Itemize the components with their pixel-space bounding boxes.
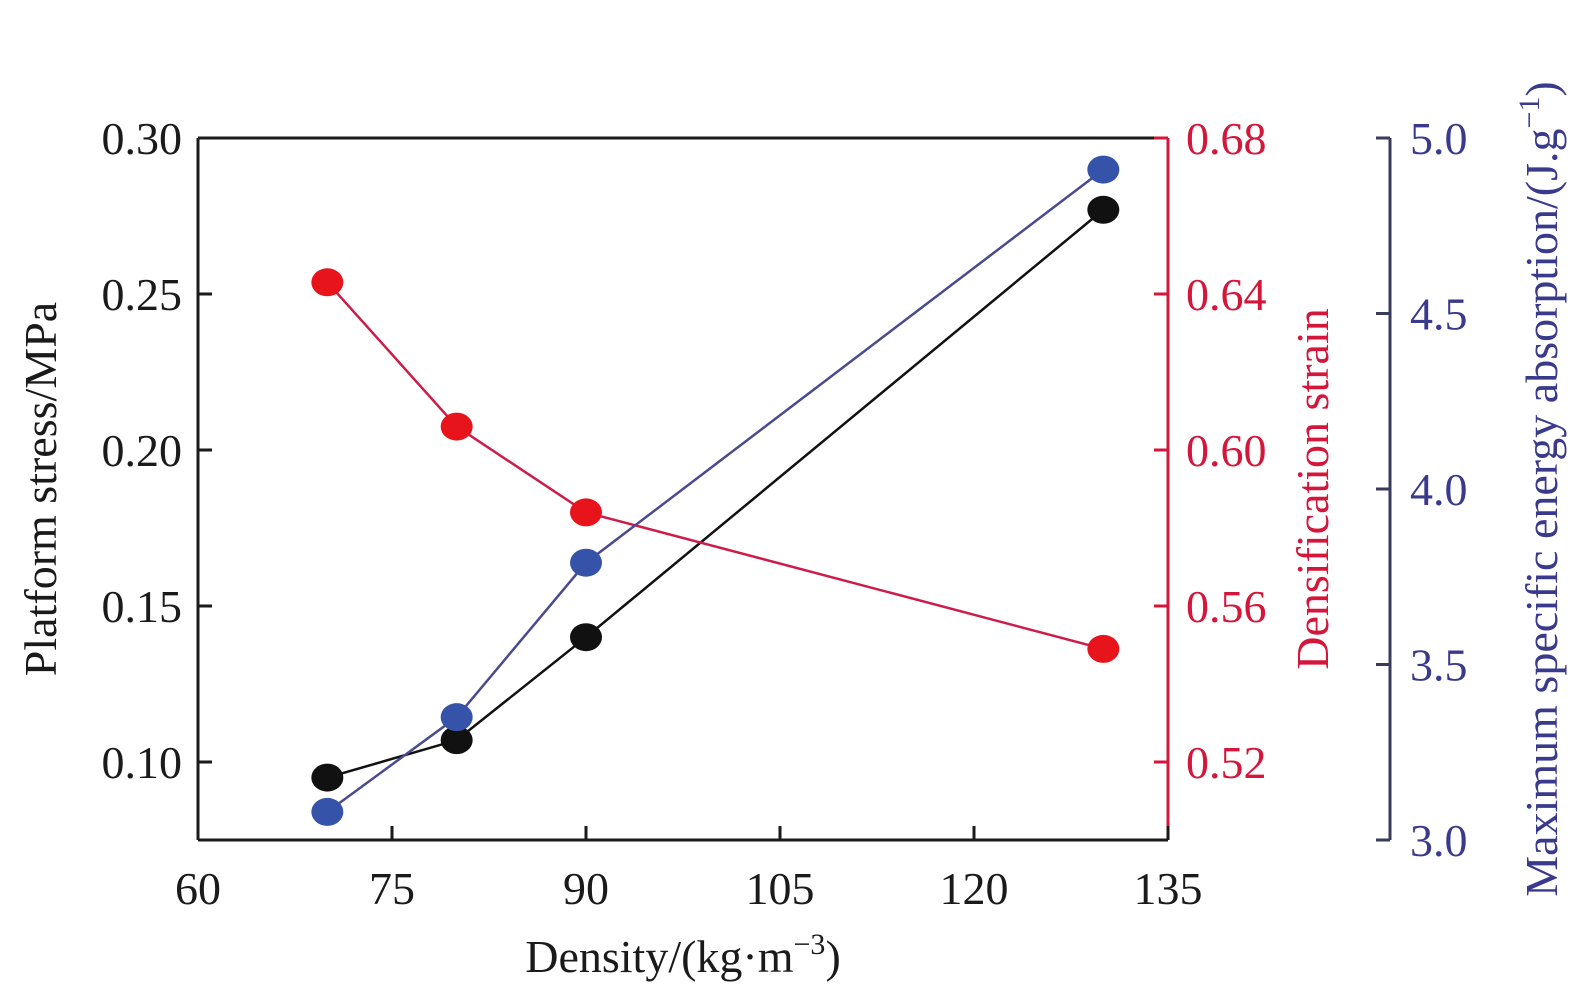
x-axis-title: Density/(kg·m−3): [525, 928, 841, 982]
x-tick-label: 90: [563, 863, 609, 914]
energy-absorption-point: [311, 797, 344, 826]
x-tick-label: 105: [746, 863, 815, 914]
densification-y-tick-label: 0.56: [1186, 581, 1267, 632]
energy-absorption-line: [326, 168, 1105, 813]
densification-y-tick-label: 0.60: [1186, 425, 1267, 476]
densification-y-tick-label: 0.68: [1186, 113, 1267, 164]
left-y-tick-label: 0.30: [102, 113, 183, 164]
densification-strain-point: [1087, 634, 1120, 663]
left-y-tick-label: 0.25: [102, 269, 183, 320]
platform-stress-point: [570, 623, 602, 652]
x-tick-label: 75: [369, 863, 415, 914]
densification-strain-point: [311, 268, 344, 297]
platform-stress-point: [1087, 195, 1120, 224]
x-tick-label: 120: [940, 863, 1009, 914]
energy-y-tick-label: 5.0: [1410, 113, 1468, 164]
densification-strain-point: [570, 498, 602, 527]
left-y-tick-label: 0.15: [102, 581, 183, 632]
x-tick-label: 60: [175, 863, 221, 914]
energy-absorption-point: [440, 703, 473, 732]
densification-strain-point: [440, 412, 473, 441]
series-markers: [311, 155, 1120, 826]
ticks-layer: 60 75 90 105 120 135 0.30 0.25 0.20 0.15 0.10 0.68 0…: [102, 113, 1468, 914]
right-axis-energy-title: Maximum specific energy absorption/(J.g−…: [1513, 81, 1567, 896]
energy-y-tick-label: 3.5: [1410, 640, 1468, 691]
platform-stress-point: [311, 763, 344, 792]
series-lines: [326, 168, 1105, 813]
energy-y-tick-label: 4.5: [1410, 289, 1468, 340]
energy-y-tick-label: 3.0: [1410, 815, 1468, 866]
x-tick-label: 135: [1134, 863, 1203, 914]
densification-strain-line: [326, 281, 1104, 651]
energy-y-tick-label: 4.0: [1410, 464, 1468, 515]
platform-stress-line: [326, 208, 1105, 779]
left-y-tick-label: 0.20: [102, 425, 183, 476]
densification-y-tick-label: 0.64: [1186, 269, 1267, 320]
densification-y-tick-label: 0.52: [1186, 737, 1267, 788]
platform-stress-point: [440, 726, 473, 755]
right-axis-densification-title: Densification strain: [1287, 308, 1338, 670]
x-axis-title-superscript: −3: [794, 928, 826, 961]
left-axis-title: Platform stress/MPa: [15, 302, 66, 676]
energy-absorption-point: [1087, 155, 1120, 184]
energy-title-superscript: −1: [1513, 97, 1546, 129]
left-y-tick-label: 0.10: [102, 737, 183, 788]
energy-absorption-point: [570, 548, 602, 577]
